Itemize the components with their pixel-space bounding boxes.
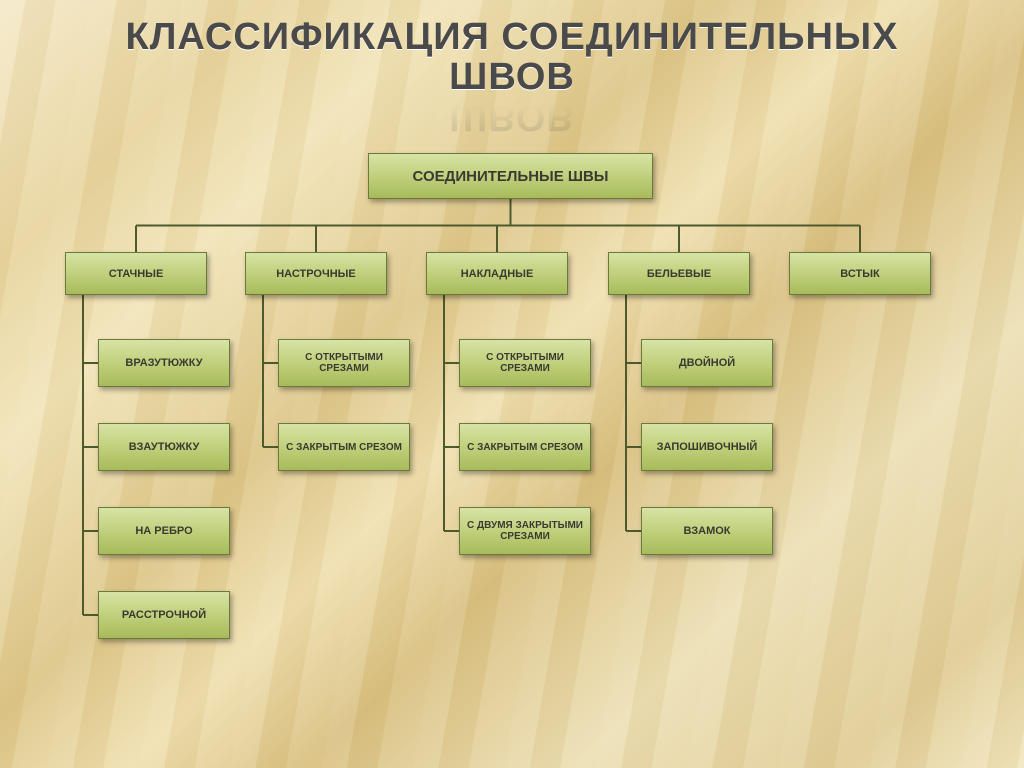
category-label: НАКЛАДНЫЕ (461, 268, 534, 280)
leaf-label: ДВОЙНОЙ (679, 357, 735, 369)
leaf-label: С ОТКРЫТЫМИ СРЕЗАМИ (466, 352, 584, 374)
leaf-label: С ЗАКРЫТЫМ СРЕЗОМ (467, 442, 583, 453)
leaf-node: С ЗАКРЫТЫМ СРЕЗОМ (459, 423, 591, 471)
category-node: СТАЧНЫЕ (65, 252, 207, 295)
leaf-node: ДВОЙНОЙ (641, 339, 773, 387)
leaf-node: ВЗАУТЮЖКУ (98, 423, 230, 471)
leaf-node: ВЗАМОК (641, 507, 773, 555)
leaf-node: ВРАЗУТЮЖКУ (98, 339, 230, 387)
leaf-label: С ЗАКРЫТЫМ СРЕЗОМ (286, 442, 402, 453)
category-label: БЕЛЬЕВЫЕ (647, 268, 711, 280)
leaf-node: С ОТКРЫТЫМИ СРЕЗАМИ (278, 339, 410, 387)
leaf-node: РАССТРОЧНОЙ (98, 591, 230, 639)
leaf-node: С ДВУМЯ ЗАКРЫТЫМИ СРЕЗАМИ (459, 507, 591, 555)
category-label: НАСТРОЧНЫЕ (276, 268, 356, 280)
leaf-label: С ДВУМЯ ЗАКРЫТЫМИ СРЕЗАМИ (466, 520, 584, 542)
leaf-node: С ЗАКРЫТЫМ СРЕЗОМ (278, 423, 410, 471)
category-node: НАСТРОЧНЫЕ (245, 252, 387, 295)
root-label: СОЕДИНИТЕЛЬНЫЕ ШВЫ (413, 168, 609, 185)
leaf-label: ЗАПОШИВОЧНЫЙ (657, 441, 758, 453)
category-node: ВСТЫК (789, 252, 931, 295)
leaf-label: НА РЕБРО (135, 525, 192, 537)
leaf-label: ВЗАУТЮЖКУ (129, 441, 200, 453)
root-node: СОЕДИНИТЕЛЬНЫЕ ШВЫ (368, 153, 653, 199)
leaf-label: С ОТКРЫТЫМИ СРЕЗАМИ (285, 352, 403, 374)
title-line1: КЛАССИФИКАЦИЯ СОЕДИНИТЕЛЬНЫХ (126, 16, 899, 58)
leaf-label: ВЗАМОК (683, 525, 730, 537)
leaf-node: НА РЕБРО (98, 507, 230, 555)
category-node: БЕЛЬЕВЫЕ (608, 252, 750, 295)
category-label: СТАЧНЫЕ (109, 268, 164, 280)
title-line2: ШВОВ (449, 56, 575, 98)
leaf-node: С ОТКРЫТЫМИ СРЕЗАМИ (459, 339, 591, 387)
slide-title: КЛАССИФИКАЦИЯ СОЕДИНИТЕЛЬНЫХ ШВОВ ШВОВ (0, 0, 1024, 136)
leaf-node: ЗАПОШИВОЧНЫЙ (641, 423, 773, 471)
category-node: НАКЛАДНЫЕ (426, 252, 568, 295)
leaf-label: РАССТРОЧНОЙ (122, 609, 206, 621)
leaf-label: ВРАЗУТЮЖКУ (125, 357, 202, 369)
category-label: ВСТЫК (840, 268, 879, 280)
